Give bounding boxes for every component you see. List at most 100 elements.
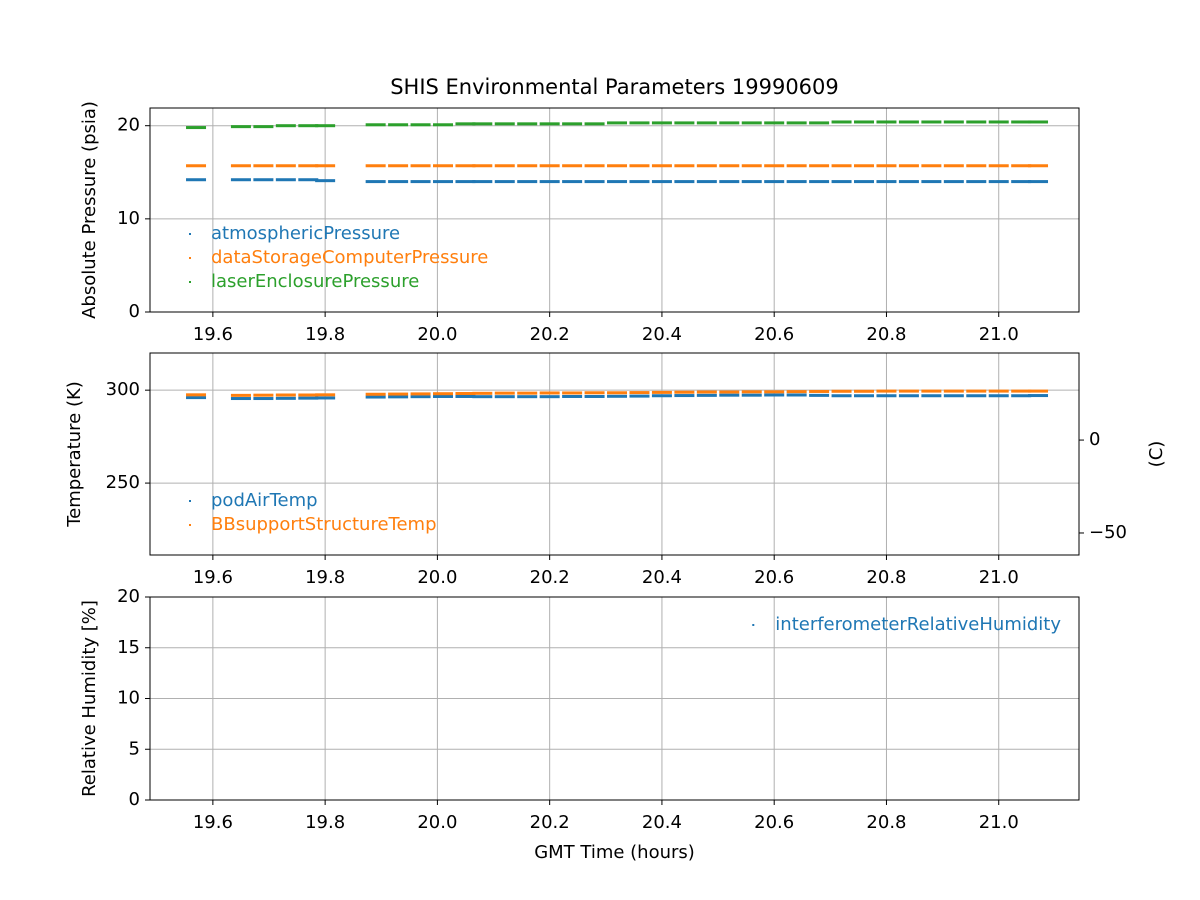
point (455, 394, 476, 398)
point (764, 121, 785, 125)
point (230, 393, 251, 397)
point (696, 393, 717, 397)
axes-frame (149, 107, 1080, 313)
point (433, 123, 454, 127)
point (584, 394, 605, 398)
point (253, 164, 274, 168)
y-tick-label: 20 (117, 115, 140, 136)
point (433, 394, 454, 398)
point (388, 164, 409, 168)
point (831, 389, 852, 393)
point (230, 125, 251, 129)
point (854, 164, 875, 168)
point (253, 393, 274, 397)
legend-label: atmosphericPressure (211, 223, 400, 244)
legend-marker (189, 257, 191, 259)
point (943, 394, 964, 398)
point (539, 180, 560, 184)
point (298, 124, 319, 128)
point (674, 121, 695, 125)
point (562, 180, 583, 184)
point (921, 120, 942, 124)
point (943, 389, 964, 393)
point (455, 122, 476, 126)
point (898, 180, 919, 184)
point (186, 126, 207, 130)
point (988, 394, 1009, 398)
point (517, 395, 538, 399)
point (455, 392, 476, 396)
point (539, 164, 560, 168)
point (674, 390, 695, 394)
point (651, 180, 672, 184)
point (741, 390, 762, 394)
point (1028, 164, 1049, 168)
point (854, 394, 875, 398)
legend-marker (189, 281, 191, 283)
point (230, 178, 251, 182)
x-tick-label: 20.2 (530, 812, 570, 833)
point (230, 164, 251, 168)
point (186, 164, 207, 168)
point (365, 123, 386, 127)
point (741, 180, 762, 184)
x-tick-label: 19.6 (193, 812, 233, 833)
axes-frame (149, 352, 1080, 556)
point (472, 391, 493, 395)
point (786, 390, 807, 394)
point (764, 180, 785, 184)
x-tick-label: 20.4 (642, 812, 682, 833)
point (298, 164, 319, 168)
point (651, 164, 672, 168)
x-tick-label: 20.0 (417, 324, 457, 345)
point (517, 180, 538, 184)
point (696, 390, 717, 394)
x-tick-label: 20.0 (417, 812, 457, 833)
plot-area (186, 389, 1049, 401)
x-tick-label: 20.2 (530, 567, 570, 588)
point (674, 394, 695, 398)
point (831, 394, 852, 398)
point (365, 392, 386, 396)
x-tick-label: 20.8 (866, 812, 906, 833)
plot-area (186, 120, 1049, 184)
point (562, 391, 583, 395)
point (809, 180, 830, 184)
point (966, 120, 987, 124)
x-tick-label: 21.0 (979, 567, 1019, 588)
point (517, 391, 538, 395)
point (966, 164, 987, 168)
point (719, 121, 740, 125)
point (562, 394, 583, 398)
point (275, 178, 296, 182)
point (651, 121, 672, 125)
point (584, 164, 605, 168)
point (809, 389, 830, 393)
point (494, 391, 515, 395)
point (315, 124, 336, 128)
x-tick-label: 20.4 (642, 567, 682, 588)
point (472, 395, 493, 399)
point (275, 393, 296, 397)
y2-tick-label: −50 (1089, 522, 1127, 543)
point (809, 164, 830, 168)
point (786, 121, 807, 125)
point (539, 395, 560, 399)
point (388, 180, 409, 184)
point (764, 164, 785, 168)
point (562, 122, 583, 126)
point (186, 396, 207, 400)
point (1028, 120, 1049, 124)
legend-label: podAirTemp (211, 490, 318, 511)
point (186, 178, 207, 182)
point (988, 180, 1009, 184)
point (186, 393, 207, 397)
point (943, 180, 964, 184)
point (517, 164, 538, 168)
point (809, 121, 830, 125)
point (674, 164, 695, 168)
point (696, 121, 717, 125)
point (275, 164, 296, 168)
point (455, 180, 476, 184)
